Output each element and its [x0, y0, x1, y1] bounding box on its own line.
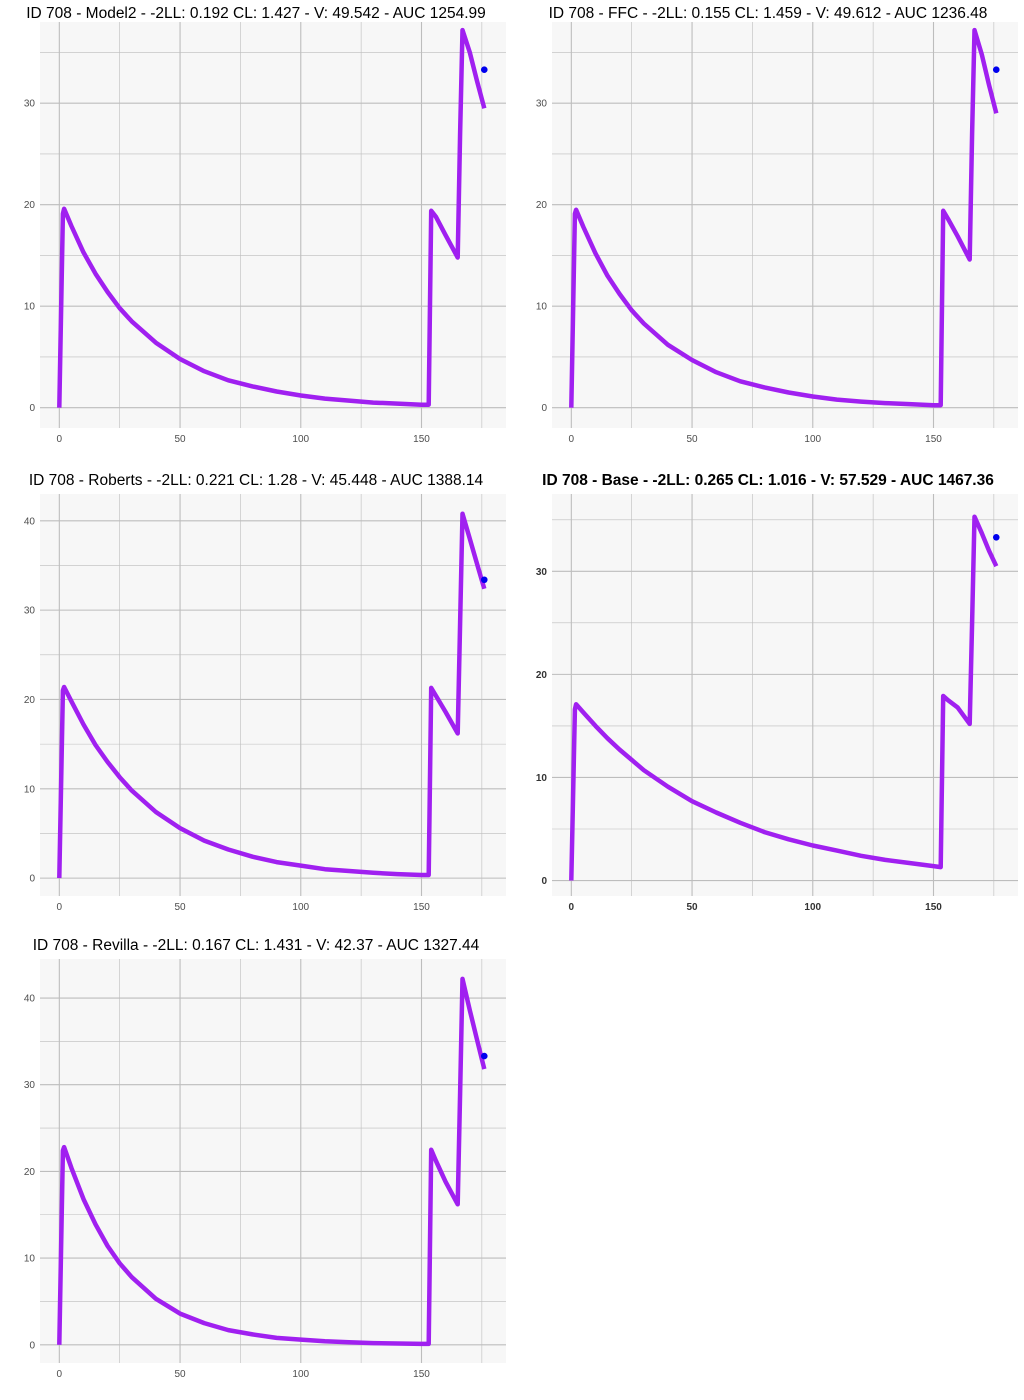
x-tick-label: 150 [413, 434, 430, 445]
observation-point [992, 66, 1000, 74]
x-tick-label: 100 [804, 434, 821, 445]
chart-title: ID 708 - Roberts - -2LL: 0.221 CL: 1.28 … [28, 472, 484, 489]
x-tick-label: 150 [413, 1369, 430, 1380]
y-tick-label: 10 [24, 302, 36, 313]
y-tick-label: 30 [536, 99, 548, 110]
plot-background [552, 22, 1018, 428]
chart-panel-base: ID 708 - Base - -2LL: 0.265 CL: 1.016 - … [512, 465, 1024, 925]
y-tick-label: 20 [24, 1167, 36, 1178]
x-tick-label: 100 [292, 902, 309, 913]
y-tick-label: 40 [24, 516, 36, 527]
x-tick-label: 100 [292, 434, 309, 445]
chart-svg: 0 50 100 150 0 10 20 30 [24, 22, 506, 445]
chart-svg: 0 50 100 150 0 10 20 30 40 [24, 959, 506, 1380]
y-tick-label: 40 [24, 994, 36, 1005]
y-tick-label: 0 [29, 403, 35, 414]
observation-point [480, 576, 488, 584]
y-tick-label: 30 [24, 606, 36, 617]
plot-background [552, 494, 1018, 896]
concentration-curve [57, 511, 487, 879]
y-tick-label: 10 [24, 784, 36, 795]
chart-title: ID 708 - Model2 - -2LL: 0.192 CL: 1.427 … [26, 5, 486, 22]
y-tick-label: 30 [536, 567, 548, 578]
y-tick-label: 0 [541, 876, 547, 887]
x-tick-label: 50 [174, 434, 186, 445]
x-tick-label: 50 [174, 902, 186, 913]
x-tick-label: 0 [57, 1369, 63, 1380]
x-tick-label: 100 [804, 902, 821, 913]
x-tick-label: 150 [413, 902, 430, 913]
y-tick-label: 20 [24, 695, 36, 706]
chart-panel-ffc: ID 708 - FFC - -2LL: 0.155 CL: 1.459 - V… [512, 0, 1024, 460]
y-tick-label: 0 [29, 1340, 35, 1351]
chart-panel-roberts: ID 708 - Roberts - -2LL: 0.221 CL: 1.28 … [0, 465, 512, 925]
plot-background [40, 22, 506, 428]
concentration-curve [57, 27, 487, 408]
chart-title: ID 708 - Revilla - -2LL: 0.167 CL: 1.431… [32, 937, 480, 954]
y-tick-label: 10 [536, 773, 548, 784]
y-tick-label: 20 [536, 670, 548, 681]
x-tick-label: 0 [569, 434, 575, 445]
y-tick-label: 10 [536, 302, 548, 313]
concentration-curve [569, 514, 999, 881]
x-tick-label: 50 [686, 902, 698, 913]
x-tick-label: 150 [925, 902, 942, 913]
chart-svg: 0 50 100 150 0 10 20 30 [536, 494, 1018, 913]
concentration-curve [569, 27, 999, 408]
x-tick-label: 0 [57, 434, 63, 445]
y-tick-label: 10 [24, 1254, 36, 1265]
x-tick-label: 50 [686, 434, 698, 445]
x-tick-label: 150 [925, 434, 942, 445]
x-tick-label: 50 [174, 1369, 186, 1380]
x-tick-label: 0 [569, 902, 575, 913]
chart-panel-model2: ID 708 - Model2 - -2LL: 0.192 CL: 1.427 … [0, 0, 512, 460]
chart-panel-revilla: ID 708 - Revilla - -2LL: 0.167 CL: 1.431… [0, 930, 512, 1395]
y-tick-label: 20 [536, 200, 548, 211]
y-tick-label: 0 [541, 403, 547, 414]
chart-svg: 0 50 100 150 0 10 20 30 [536, 22, 1018, 445]
x-tick-label: 0 [57, 902, 63, 913]
y-tick-label: 0 [29, 874, 35, 885]
chart-svg: 0 50 100 150 0 10 20 30 40 [24, 494, 506, 913]
chart-title: ID 708 - FFC - -2LL: 0.155 CL: 1.459 - V… [548, 5, 988, 22]
y-tick-label: 20 [24, 200, 36, 211]
concentration-curve [57, 976, 487, 1347]
chart-title: ID 708 - Base - -2LL: 0.265 CL: 1.016 - … [542, 472, 994, 489]
observation-point [480, 66, 488, 74]
x-tick-label: 100 [292, 1369, 309, 1380]
y-tick-label: 30 [24, 99, 36, 110]
y-tick-label: 30 [24, 1080, 36, 1091]
observation-point [480, 1052, 488, 1060]
observation-point [992, 533, 1000, 541]
